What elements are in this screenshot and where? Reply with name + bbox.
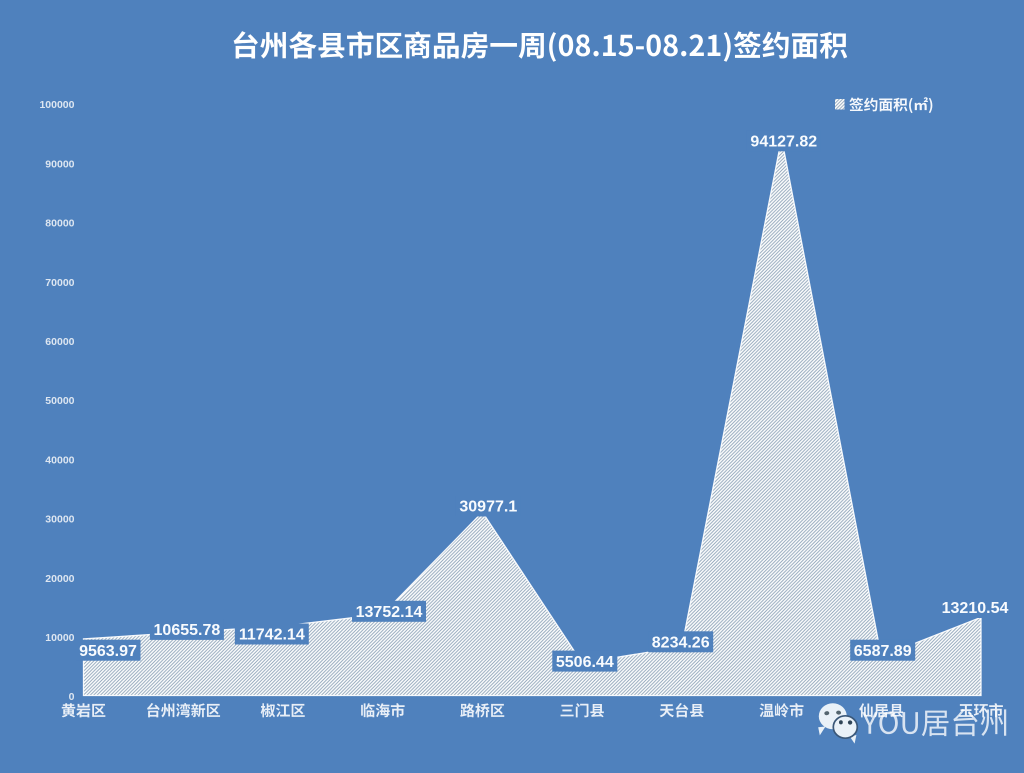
svg-text:30977.1: 30977.1: [459, 499, 517, 516]
svg-text:70000: 70000: [45, 277, 74, 289]
svg-text:9563.97: 9563.97: [79, 643, 137, 660]
svg-text:40000: 40000: [45, 454, 74, 466]
svg-text:8234.26: 8234.26: [652, 635, 710, 652]
svg-text:13210.54: 13210.54: [942, 600, 1009, 617]
svg-text:10000: 10000: [45, 632, 74, 644]
svg-text:30000: 30000: [45, 514, 74, 526]
svg-text:80000: 80000: [45, 218, 74, 230]
svg-text:5506.44: 5506.44: [556, 654, 614, 671]
svg-text:100000: 100000: [39, 99, 74, 111]
svg-text:11742.14: 11742.14: [239, 627, 305, 644]
svg-text:10655.78: 10655.78: [154, 622, 221, 639]
svg-text:0: 0: [69, 691, 75, 703]
svg-text:94127.82: 94127.82: [750, 134, 817, 151]
svg-text:50000: 50000: [45, 395, 74, 407]
svg-text:90000: 90000: [45, 158, 74, 170]
svg-text:6587.89: 6587.89: [854, 643, 912, 660]
svg-text:60000: 60000: [45, 336, 74, 348]
svg-text:20000: 20000: [45, 573, 74, 585]
svg-text:13752.14: 13752.14: [356, 604, 423, 621]
